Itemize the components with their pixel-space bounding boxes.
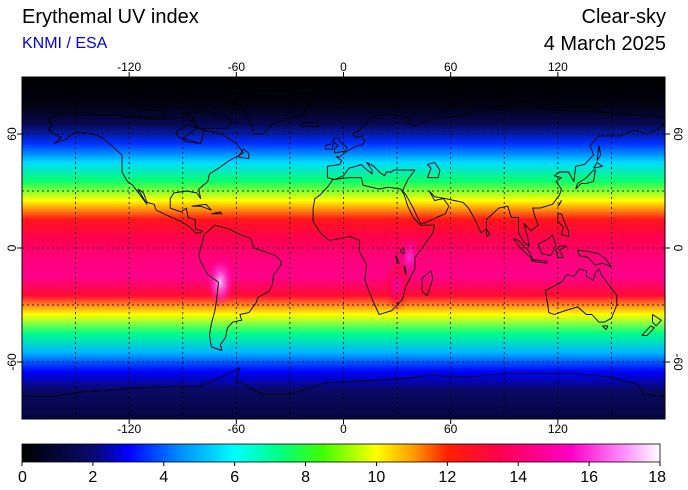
uv-hotspot-southern-africa bbox=[383, 260, 412, 312]
coastline-madagascar bbox=[421, 270, 434, 296]
coastline-lake-victoria bbox=[400, 247, 405, 255]
uv-hotspot-altiplano bbox=[206, 256, 235, 309]
coastline-eurasia bbox=[326, 99, 665, 247]
colorbar-tick-label: 0 bbox=[18, 469, 27, 486]
coastline-borneo bbox=[537, 234, 557, 257]
colorbar-tick-label: 12 bbox=[438, 469, 456, 486]
coastline-iceland bbox=[300, 122, 319, 127]
coastline-lake-tanganyika bbox=[394, 255, 400, 264]
coastline-taiwan bbox=[557, 200, 562, 207]
coastline-hudson-bay bbox=[175, 124, 205, 144]
lon-tick-label-top: -60 bbox=[228, 60, 246, 74]
coastline-greenland bbox=[218, 89, 312, 135]
coastline-cuba bbox=[191, 203, 212, 211]
coastline-sumatra bbox=[512, 238, 534, 260]
lat-tick-label-left: 0 bbox=[5, 244, 19, 251]
coastline-sri-lanka bbox=[485, 228, 491, 238]
uv-colorbar bbox=[21, 443, 661, 463]
coastline-tasmania bbox=[602, 325, 609, 331]
coastline-baffin-island bbox=[182, 108, 234, 129]
coastline-ireland bbox=[325, 143, 334, 150]
coastline-antarctica bbox=[22, 367, 665, 397]
lon-tick-label-bottom: -120 bbox=[117, 422, 141, 436]
colorbar-tick-label: 8 bbox=[301, 469, 310, 486]
coastline-new-zealand-north bbox=[652, 314, 662, 327]
colorbar-tick-label: 4 bbox=[159, 469, 168, 486]
coastline-australia bbox=[544, 268, 618, 323]
lat-tick-label-right: 0 bbox=[671, 245, 685, 252]
lon-tick-label-bottom: 120 bbox=[548, 422, 568, 436]
coastline-south-america bbox=[198, 224, 282, 352]
lon-tick-label-bottom: 60 bbox=[444, 422, 458, 436]
coastline-great-britain bbox=[332, 137, 348, 154]
lat-tick-label-right: -60 bbox=[671, 353, 685, 371]
lon-tick-label-bottom: 0 bbox=[340, 422, 347, 436]
coastline-hokkaido bbox=[593, 162, 603, 169]
coastline-svalbard bbox=[364, 95, 391, 101]
lat-tick-label-left: 60 bbox=[5, 127, 19, 141]
coastline-new-guinea bbox=[577, 249, 612, 268]
lon-tick-label-top: 0 bbox=[340, 60, 347, 74]
coastline-newfoundland bbox=[237, 148, 250, 160]
page-title: Erythemal UV index bbox=[22, 6, 199, 28]
colorbar-tick-label: 6 bbox=[230, 469, 239, 486]
colorbar-tick-label: 16 bbox=[580, 469, 598, 486]
colorbar-tick-label: 2 bbox=[88, 469, 97, 486]
colorbar-tick-label: 14 bbox=[509, 469, 527, 486]
lon-tick-label-bottom: -60 bbox=[228, 422, 246, 436]
coastline-philippines bbox=[557, 213, 569, 238]
coastline-novaya-zemlya bbox=[437, 101, 466, 114]
coastline-new-zealand-south bbox=[641, 325, 655, 336]
lon-tick-label-top: 120 bbox=[548, 60, 568, 74]
data-source: KNMI / ESA bbox=[22, 35, 108, 52]
lat-tick-label-left: -60 bbox=[5, 353, 19, 371]
lon-tick-label-top: 60 bbox=[444, 60, 458, 74]
coastline-sakhalin bbox=[596, 144, 602, 161]
lat-tick-label-right: 60 bbox=[671, 127, 685, 141]
coastline-japan bbox=[575, 169, 596, 190]
coastline-lake-malawi bbox=[403, 264, 407, 276]
coastline-java bbox=[530, 258, 548, 264]
sky-condition: Clear-sky bbox=[581, 6, 666, 28]
coastline-caspian-sea bbox=[426, 162, 441, 179]
colorbar-tick-label: 10 bbox=[368, 469, 386, 486]
lon-tick-label-top: -120 bbox=[117, 60, 141, 74]
coastline-victoria-island bbox=[132, 108, 166, 120]
colorbar-tick-label: 18 bbox=[648, 469, 666, 486]
coastline-hispaniola bbox=[211, 211, 223, 215]
forecast-date: 4 March 2025 bbox=[543, 33, 666, 55]
